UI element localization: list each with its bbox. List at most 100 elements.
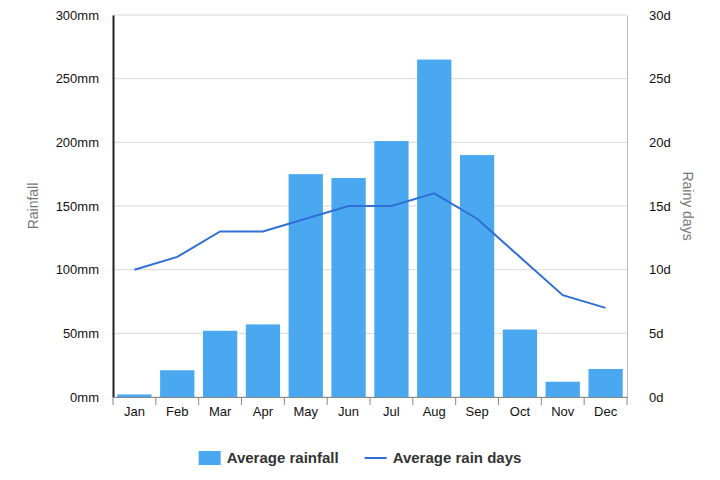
y-tick-label: 300mm: [56, 8, 99, 23]
y2-axis-line: [627, 16, 628, 398]
chart: 0mm 50mm 100mm 150mm 200mm 250mm 300mm 0d 5d 10d 1…: [0, 0, 720, 480]
x-separator: [113, 397, 114, 405]
grid-line: [113, 269, 627, 270]
y2-tick: 20d: [627, 135, 671, 150]
y-tick-label: 200mm: [56, 135, 99, 150]
plot: 0mm 50mm 100mm 150mm 200mm 250mm 300mm 0d 5d 10d 1…: [56, 8, 671, 420]
y-tick-label: 100mm: [56, 262, 99, 277]
x-separator: [627, 397, 628, 405]
x-tick-label: Aug: [423, 404, 446, 419]
x-tick: Nov: [551, 397, 575, 419]
y-axis-line: [113, 16, 115, 398]
x-tick: Jun: [338, 397, 359, 419]
bar: [588, 369, 622, 397]
y2-tick-label: 20d: [649, 135, 671, 150]
legend-swatch: [199, 451, 221, 465]
y2-tick-label: 0d: [649, 390, 663, 405]
y2-tick: 5d: [627, 326, 663, 341]
y-axis-title: Rainfall: [25, 183, 41, 230]
x-tick: Oct: [510, 397, 531, 419]
y2-tick: 10d: [627, 262, 671, 277]
bar: [117, 394, 151, 397]
y-tick: 0mm: [70, 390, 113, 405]
y2-tick-label: 10d: [649, 262, 671, 277]
x-tick: Apr: [253, 397, 274, 419]
x-tick-label: Apr: [253, 404, 274, 419]
x-tick-label: Nov: [551, 404, 575, 419]
x-tick-label: Oct: [510, 404, 531, 419]
x-separator: [370, 397, 371, 405]
x-separator: [241, 397, 242, 405]
legend: Average rainfall Average rain days: [199, 449, 522, 466]
legend-label: Average rain days: [393, 449, 522, 466]
x-separator: [198, 397, 199, 405]
y-tick-label: 50mm: [63, 326, 99, 341]
y2-axis: 0d 5d 10d 15d 20d 25d 30d: [627, 8, 671, 405]
x-tick: Mar: [209, 397, 232, 419]
bar-series: [117, 60, 622, 397]
y2-tick-label: 30d: [649, 8, 671, 23]
y2-tick-label: 15d: [649, 199, 671, 214]
bar: [203, 331, 237, 397]
legend-label: Average rainfall: [227, 449, 339, 466]
grid-line: [113, 142, 627, 143]
x-tick-label: May: [293, 404, 318, 419]
x-tick-label: Jul: [383, 404, 400, 419]
y-tick: 150mm: [56, 199, 113, 214]
x-separator: [155, 397, 156, 405]
y2-tick-label: 25d: [649, 71, 671, 86]
x-tick-label: Jan: [124, 404, 145, 419]
bar: [460, 155, 494, 397]
x-tick-label: Sep: [466, 404, 489, 419]
y-tick: 100mm: [56, 262, 113, 277]
x-tick: Jan: [124, 397, 145, 419]
x-separator: [541, 397, 542, 405]
y-axis: 0mm 50mm 100mm 150mm 200mm 250mm 300mm: [56, 8, 114, 405]
grid-line: [113, 15, 627, 16]
x-separator: [327, 397, 328, 405]
y-tick-label: 150mm: [56, 199, 99, 214]
marks: [117, 60, 622, 397]
y2-tick: 0d: [627, 390, 663, 405]
y2-axis-title: Rainy days: [680, 171, 696, 240]
x-separator: [584, 397, 585, 405]
line: [134, 193, 605, 308]
x-separator: [412, 397, 413, 405]
x-tick-label: Dec: [594, 404, 618, 419]
x-separator: [455, 397, 456, 405]
x-tick-label: Mar: [209, 404, 232, 419]
grid-line: [113, 78, 627, 79]
bar: [546, 382, 580, 397]
grid-line: [113, 333, 627, 334]
y-tick-label: 0mm: [70, 390, 99, 405]
x-tick: Feb: [166, 397, 188, 419]
bar: [160, 370, 194, 397]
y-tick: 50mm: [63, 326, 113, 341]
x-separator: [498, 397, 499, 405]
bar: [417, 60, 451, 397]
legend-item: Average rainfall: [199, 449, 339, 466]
x-tick: May: [293, 397, 318, 419]
x-tick: Dec: [594, 397, 618, 419]
bar: [374, 141, 408, 397]
x-axis: Jan Feb Mar Apr May Jun Jul Aug Sep Oct Nov Dec: [113, 397, 628, 419]
bar: [289, 174, 323, 397]
x-tick-label: Feb: [166, 404, 188, 419]
y2-tick: 15d: [627, 199, 671, 214]
grid: [113, 15, 627, 397]
bar: [331, 178, 365, 397]
y2-tick: 30d: [627, 8, 671, 23]
x-tick: Jul: [383, 397, 400, 419]
legend-item: Average rain days: [365, 449, 522, 466]
bar: [503, 330, 537, 397]
x-tick: Aug: [423, 397, 446, 419]
y-tick: 250mm: [56, 71, 113, 86]
x-tick-label: Jun: [338, 404, 359, 419]
y2-tick: 25d: [627, 71, 671, 86]
y-tick-label: 250mm: [56, 71, 99, 86]
x-tick: Sep: [466, 397, 489, 419]
y-tick: 300mm: [56, 8, 113, 23]
y-tick: 200mm: [56, 135, 113, 150]
y2-tick-label: 5d: [649, 326, 663, 341]
bar: [246, 324, 280, 397]
